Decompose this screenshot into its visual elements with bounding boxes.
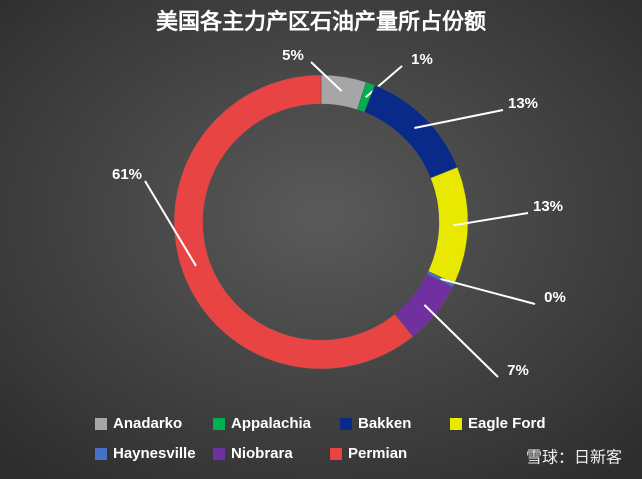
data-label: 1%: [411, 51, 433, 68]
legend-label: Anadarko: [113, 415, 182, 432]
leader-line: [414, 109, 504, 129]
leader-line: [453, 212, 529, 227]
data-label: 13%: [508, 95, 538, 112]
legend-label: Appalachia: [231, 415, 312, 432]
watermark: 雪球：日新客: [526, 448, 622, 467]
legend-label: Permian: [348, 445, 407, 462]
data-label: 7%: [507, 362, 529, 379]
data-label: 13%: [533, 198, 563, 215]
leader-line: [310, 61, 343, 92]
legend-swatch: [450, 418, 462, 430]
legend-swatch: [340, 418, 352, 430]
legend-swatch: [213, 448, 225, 460]
donut-slice: [173, 74, 414, 370]
leader-line: [440, 277, 536, 305]
legend-swatch: [330, 448, 342, 460]
legend-swatch: [95, 448, 107, 460]
leader-line: [365, 65, 403, 99]
data-label: 0%: [544, 289, 566, 306]
legend-label: Bakken: [358, 415, 411, 432]
leader-line: [423, 304, 499, 378]
legend-label: Haynesville: [113, 445, 196, 462]
data-label: 61%: [112, 166, 142, 183]
legend-label: Eagle Ford: [468, 415, 546, 432]
chart-title: 美国各主力产区石油产量所占份额: [156, 9, 486, 35]
legend-label: Niobrara: [231, 445, 293, 462]
legend-swatch: [213, 418, 225, 430]
legend-swatch: [95, 418, 107, 430]
data-label: 5%: [282, 47, 304, 64]
leader-line: [144, 180, 197, 267]
